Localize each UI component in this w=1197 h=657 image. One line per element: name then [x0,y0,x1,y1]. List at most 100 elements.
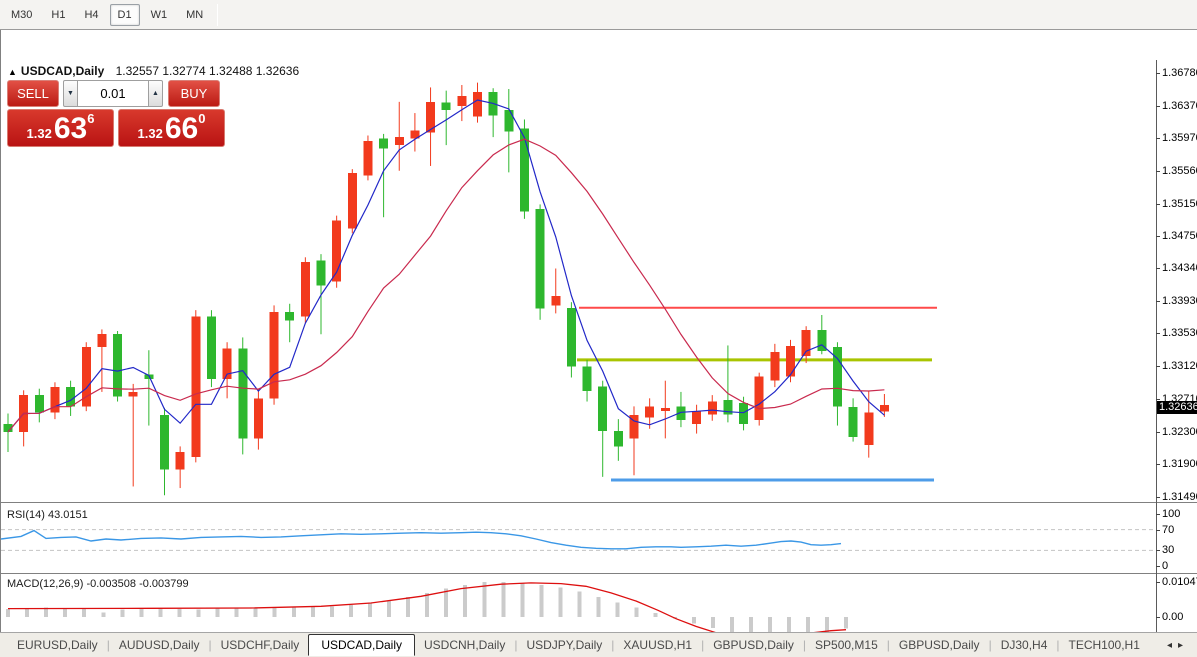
candle-body[interactable] [300,262,310,317]
candle-body[interactable] [645,406,655,418]
candle-body[interactable] [786,346,795,377]
candle-body[interactable] [347,173,357,229]
tab-separator: | [514,638,518,652]
buy-price-button[interactable]: 1.32 66 0 [118,109,225,147]
candle-body[interactable] [707,401,717,415]
chart-tab-sp500[interactable]: SP500,M15 [815,638,878,652]
volume-increase-button[interactable]: ▲ [148,80,163,107]
rsi-line [1,529,842,550]
chart-tab-gbpusd[interactable]: GBPUSD,Daily [713,638,794,652]
candle-body[interactable] [426,101,436,133]
candle-body[interactable] [316,260,326,286]
candle-body[interactable] [535,209,545,309]
axis-tick-mark [1156,366,1160,367]
sell-price-pipette: 6 [87,111,95,126]
candle-body[interactable] [473,92,482,117]
candle-body[interactable] [801,330,811,356]
candle-body[interactable] [660,407,670,412]
candle-body[interactable] [410,130,420,139]
chart-tab-xauusd[interactable]: XAUUSD,H1 [623,638,693,652]
chart-tab-usdchf[interactable]: USDCHF,Daily [220,638,300,652]
candle-body[interactable] [848,407,858,437]
candle-body[interactable] [598,386,608,432]
price-axis-label: 1.33530 [1162,327,1197,339]
tab-scroll-arrows[interactable]: ◂▸ [1166,639,1189,651]
macd-histogram-bar [615,602,620,617]
candle-body[interactable] [676,406,686,420]
candle-body[interactable] [566,307,576,367]
macd-histogram-bar [501,581,506,617]
candle-body[interactable] [864,412,874,445]
candle-body[interactable] [3,423,13,432]
candle-body[interactable] [739,403,749,424]
candle-body[interactable] [879,405,889,412]
buy-button[interactable]: BUY [168,80,220,107]
candle-body[interactable] [817,330,827,352]
sell-price-button[interactable]: 1.32 63 6 [7,109,114,147]
candle-body[interactable] [629,415,639,439]
candle-body[interactable] [394,137,404,146]
candle-body[interactable] [34,395,44,413]
candle-body[interactable] [222,348,232,380]
rsi-indicator-panel[interactable] [1,507,1156,573]
candle-body[interactable] [582,366,592,392]
chart-tab-usdcad[interactable]: USDCAD,Daily [308,634,415,656]
macd-histogram-bar [44,607,49,617]
candle-body[interactable] [50,387,60,413]
candle-body[interactable] [832,347,842,407]
chart-tab-audusd[interactable]: AUDUSD,Daily [118,638,200,652]
candle-body[interactable] [519,128,529,212]
chart-tab-eurusd[interactable]: EURUSD,Daily [17,638,98,652]
chart-tab-dj30[interactable]: DJ30,H4 [1000,638,1048,652]
candle-body[interactable] [175,452,185,470]
timeframe-button-d1[interactable]: D1 [109,3,140,26]
main-price-chart[interactable] [1,60,1156,502]
candle-body[interactable] [128,391,138,397]
sell-button[interactable]: SELL [7,80,59,107]
candle-body[interactable] [269,311,279,399]
candle-body[interactable] [363,141,373,176]
candle-body[interactable] [81,347,91,407]
candle-body[interactable] [113,334,123,397]
candle-body[interactable] [551,295,561,306]
price-axis-label: 1.31900 [1162,458,1197,470]
axis-tick-mark [1156,204,1160,205]
timeframe-button-m30[interactable]: M30 [11,8,33,21]
chart-collapse-icon[interactable]: ▲ [8,67,17,77]
candle-body[interactable] [97,334,107,348]
macd-histogram-bar [272,607,277,617]
timeframe-button-h4[interactable]: H4 [84,8,99,21]
candle-body[interactable] [723,399,733,415]
chart-tab-usdjpy[interactable]: USDJPY,Daily [526,638,603,652]
candle-body[interactable] [332,220,342,282]
candle-body[interactable] [66,387,76,407]
candle-body[interactable] [504,109,514,132]
volume-decrease-button[interactable]: ▼ [63,80,78,107]
candle-body[interactable] [285,311,295,321]
volume-input[interactable]: 0.01 [78,80,148,107]
ma-fast-line [7,99,885,433]
chart-tab-tech100[interactable]: TECH100,H1 [1068,638,1140,652]
macd-histogram-bar [348,604,353,617]
axis-tick-mark [1156,106,1160,107]
candle-body[interactable] [692,411,702,424]
candle-body[interactable] [160,415,169,470]
timeframe-button-h1[interactable]: H1 [51,8,66,21]
candle-body[interactable] [613,431,623,447]
panel-divider[interactable] [1,573,1197,574]
chart-tab-usdcnh[interactable]: USDCNH,Daily [424,638,506,652]
chart-tab-gbpusd[interactable]: GBPUSD,Daily [898,638,980,652]
candle-body[interactable] [379,138,389,149]
candle-body[interactable] [441,102,451,110]
candle-body[interactable] [238,348,248,439]
macd-histogram-bar [463,584,468,617]
timeframe-button-mn[interactable]: MN [186,8,204,21]
timeframe-button-w1[interactable]: W1 [150,8,168,21]
candle-body[interactable] [457,96,467,106]
candle-body[interactable] [191,316,201,457]
candle-body[interactable] [770,351,780,381]
candle-body[interactable] [206,316,216,380]
candle-body[interactable] [754,376,764,420]
panel-divider[interactable] [1,502,1197,503]
candle-body[interactable] [253,398,263,439]
